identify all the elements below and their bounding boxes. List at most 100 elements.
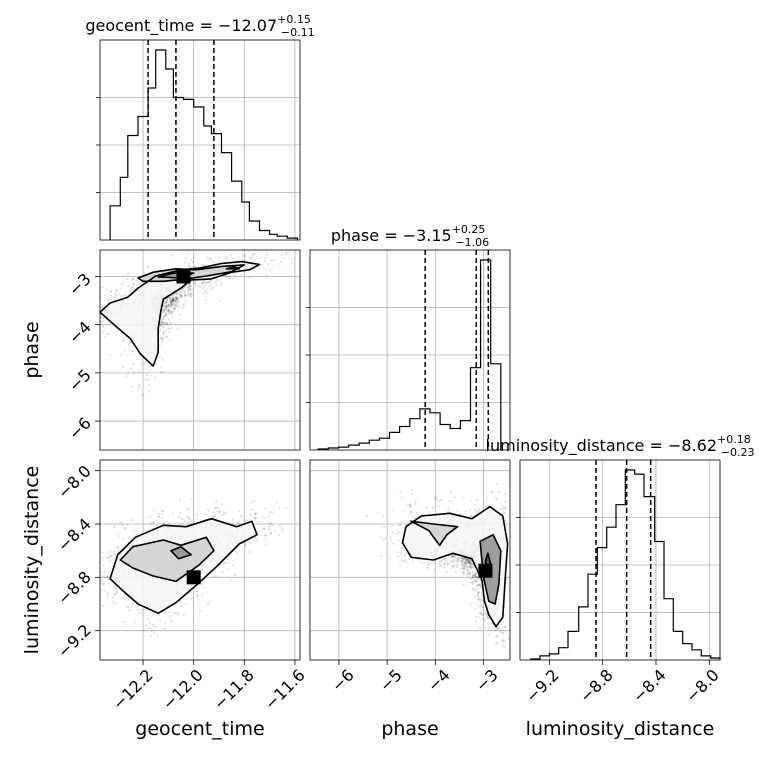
- scatter-point-2-683: [414, 500, 417, 503]
- scatter-point-2-291: [468, 561, 471, 564]
- scatter-point-0-636: [175, 302, 178, 305]
- scatter-point-0-13: [173, 308, 176, 311]
- scatter-point-0-247: [254, 252, 257, 256]
- contour-line-2-1: [410, 520, 459, 547]
- xlabel-phase: phase: [381, 718, 438, 740]
- scatter-point-2-699: [443, 562, 446, 566]
- scatter-point-0-200: [169, 299, 173, 302]
- scatter-point-0-791: [131, 286, 134, 289]
- scatter-point-1-206: [236, 521, 239, 524]
- scatter-point-1-647: [127, 606, 130, 609]
- scatter-point-2-10: [477, 597, 480, 601]
- scatter-point-0-40: [209, 256, 212, 259]
- scatter-point-0-389: [124, 294, 128, 297]
- scatter-point-0-15: [155, 362, 158, 366]
- scatter-point-0-60: [182, 289, 185, 293]
- scatter-point-0-797: [89, 295, 91, 297]
- scatter-point-0-795: [82, 310, 84, 312]
- scatter-point-0-609: [197, 284, 200, 288]
- xtick-luminosity-distance-2: −8.4: [629, 665, 670, 706]
- scatter-point-0-174: [290, 262, 293, 265]
- scatter-point-0-705: [167, 318, 170, 321]
- scatter-point-2-834: [450, 554, 454, 557]
- scatter-point-1-511: [123, 595, 126, 598]
- scatter-point-1-39: [236, 551, 239, 555]
- scatter-point-1-740: [157, 515, 160, 518]
- title-geocent-time: geocent_time = −12.07+0.15 −0.11: [85, 13, 314, 39]
- scatter-point-1-73: [114, 602, 117, 606]
- scatter-point-1-793: [168, 616, 172, 619]
- scatter-point-0-749: [265, 274, 268, 277]
- scatter-point-1-247: [180, 518, 183, 521]
- scatter-point-2-562: [479, 586, 482, 589]
- scatter-point-0-769: [172, 298, 175, 301]
- scatter-point-0-613: [187, 265, 191, 268]
- scatter-point-2-394: [472, 582, 475, 586]
- scatter-point-2-389: [469, 562, 472, 566]
- scatter-point-0-782: [280, 260, 283, 264]
- scatter-point-2-20: [401, 548, 404, 551]
- scatter-point-1-826: [212, 514, 215, 517]
- title-geocent-time-median: −12.07: [218, 16, 277, 35]
- scatter-point-2-516: [499, 623, 503, 626]
- scatter-point-2-92: [439, 565, 442, 568]
- scatter-point-0-185: [203, 290, 206, 293]
- scatter-point-2-52: [468, 509, 471, 512]
- scatter-point-0-423: [108, 353, 111, 356]
- scatter-point-0-496: [161, 318, 164, 321]
- scatter-point-0-546: [109, 290, 112, 293]
- scatter-point-2-832: [462, 573, 465, 576]
- scatter-point-2-706: [391, 531, 394, 534]
- scatter-point-0-694: [159, 324, 162, 327]
- scatter-point-1-556: [189, 518, 192, 521]
- scatter-point-2-649: [452, 565, 455, 568]
- scatter-point-0-463: [205, 281, 208, 284]
- frame-pair-1: [99, 459, 301, 661]
- scatter-point-0-497: [251, 269, 254, 272]
- scatter-point-2-657: [409, 510, 412, 513]
- scatter-point-0-107: [167, 308, 170, 311]
- scatter-point-0-59: [276, 246, 278, 248]
- scatter-point-1-65: [177, 516, 180, 520]
- scatter-point-0-241: [147, 384, 150, 387]
- scatter-point-0-371: [168, 327, 171, 330]
- scatter-point-0-264: [172, 298, 175, 301]
- scatter-point-0-115: [121, 339, 124, 342]
- scatter-point-1-236: [226, 568, 229, 571]
- scatter-point-0-511: [169, 321, 172, 324]
- scatter-point-0-349: [142, 393, 145, 396]
- scatter-point-0-544: [176, 296, 179, 299]
- scatter-point-1-486: [168, 611, 171, 614]
- title-phase-minus: −1.06: [455, 236, 489, 249]
- scatter-point-2-874: [440, 499, 443, 502]
- scatter-point-0-99: [169, 297, 172, 300]
- scatter-point-0-868: [174, 299, 177, 302]
- scatter-point-0-22: [168, 305, 171, 308]
- scatter-point-1-456: [245, 546, 248, 549]
- scatter-point-1-283: [254, 513, 257, 516]
- scatter-point-0-807: [146, 265, 149, 268]
- scatter-point-0-438: [98, 314, 100, 316]
- scatter-point-1-323: [253, 517, 256, 520]
- scatter-point-2-347: [382, 515, 385, 518]
- scatter-point-2-263: [485, 613, 488, 616]
- scatter-point-0-485: [208, 284, 212, 287]
- scatter-point-0-608: [269, 259, 272, 262]
- scatter-point-0-422: [144, 378, 147, 381]
- scatter-point-2-877: [457, 559, 460, 562]
- scatter-point-2-873: [408, 503, 411, 506]
- scatter-point-1-257: [150, 629, 153, 633]
- contour-line-0-0: [100, 260, 261, 367]
- scatter-point-1-313: [95, 560, 97, 562]
- scatter-point-2-615: [411, 488, 414, 491]
- scatter-point-0-773: [194, 282, 197, 285]
- scatter-point-0-140: [107, 320, 110, 324]
- scatter-point-2-64: [471, 587, 475, 590]
- scatter-point-2-767: [475, 576, 478, 579]
- scatter-point-1-626: [160, 513, 163, 516]
- scatter-point-0-822: [186, 294, 189, 297]
- scatter-point-2-688: [409, 503, 412, 506]
- scatter-point-0-242: [186, 287, 189, 290]
- scatter-point-1-767: [160, 517, 163, 520]
- scatter-point-0-603: [242, 259, 245, 262]
